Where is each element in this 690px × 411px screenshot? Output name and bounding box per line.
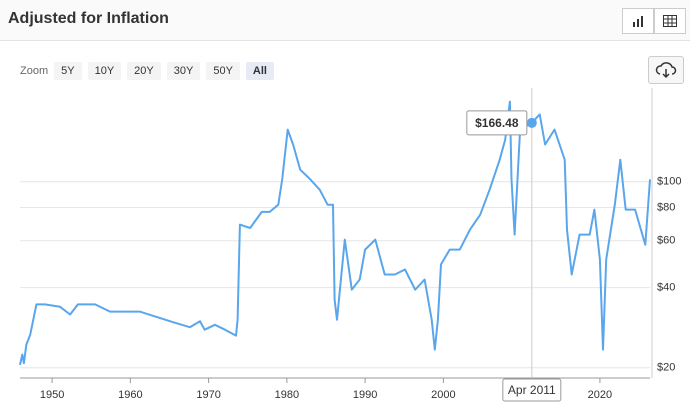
tooltip-box [466, 110, 528, 136]
x-tick-label: 1950 [40, 389, 64, 401]
zoom-label: Zoom [20, 65, 49, 77]
zoom-button[interactable]: 50Y [206, 62, 240, 80]
price-line [19, 100, 651, 366]
zoom-button[interactable]: 5Y [54, 62, 82, 80]
header: Adjusted for Inflation [0, 0, 690, 41]
x-tick-label: 1990 [353, 389, 377, 401]
chart-view-button[interactable] [622, 8, 654, 34]
download-icon [655, 62, 677, 79]
y-tick-label: $40 [657, 282, 675, 294]
table-icon [663, 15, 677, 27]
x-tick-label: 2020 [588, 389, 612, 401]
x-tick-label: 1970 [196, 389, 220, 401]
y-tick-label: $100 [657, 176, 681, 188]
y-tick-label: $80 [657, 201, 675, 213]
tooltip-value: $166.48 [475, 116, 519, 130]
x-tick-label: 2000 [431, 389, 455, 401]
header-title: Adjusted for Inflation [8, 10, 169, 27]
y-tick-label: $20 [657, 362, 675, 374]
x-tooltip-box [502, 378, 562, 402]
table-view-button[interactable] [654, 8, 686, 34]
zoom-bar: Zoom 5Y 10Y 20Y 30Y 50Y All [20, 62, 274, 80]
x-tick-label: 1980 [275, 389, 299, 401]
x-tick-label: 1960 [118, 389, 142, 401]
zoom-button[interactable]: 10Y [87, 62, 122, 80]
download-button[interactable] [648, 56, 684, 84]
x-tooltip-label: Apr 2011 [508, 383, 556, 397]
y-tick-label: $60 [657, 235, 675, 247]
zoom-button[interactable]: All [245, 62, 274, 80]
zoom-button[interactable]: 20Y [127, 62, 161, 80]
bar-icon [633, 16, 643, 27]
highlight-point [526, 117, 537, 128]
zoom-button[interactable]: 30Y [166, 62, 201, 80]
